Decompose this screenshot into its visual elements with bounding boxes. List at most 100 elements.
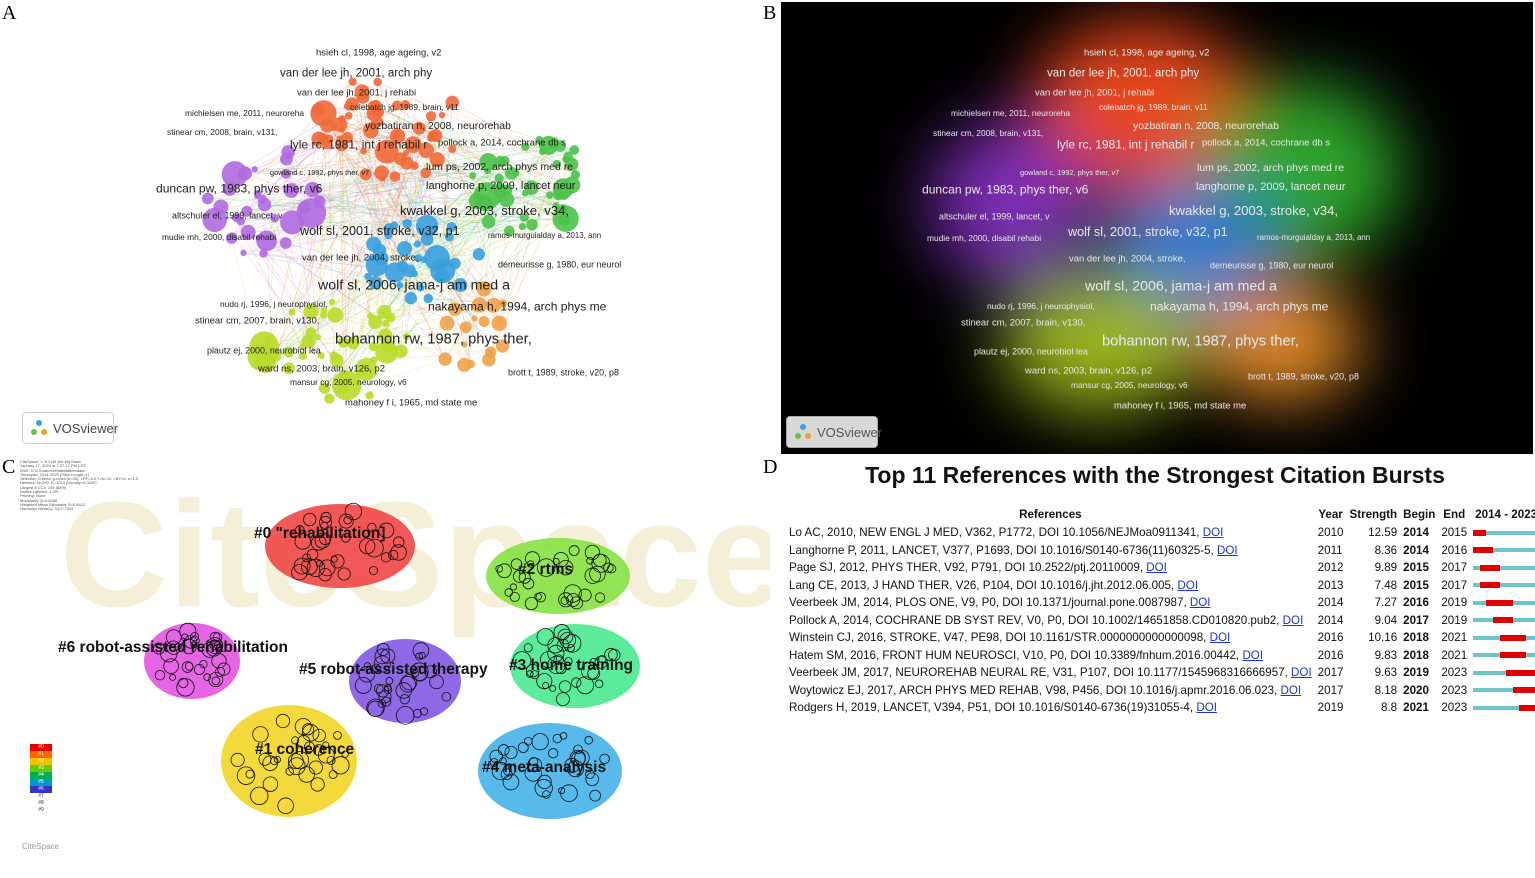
network-node	[280, 153, 293, 166]
density-label: bohannon rw, 1987, phys ther,	[1102, 334, 1299, 350]
burst-year: 2017	[1315, 664, 1347, 682]
burst-reference: Hatem SM, 2016, FRONT HUM NEUROSCI, V10,…	[786, 647, 1315, 665]
burst-span	[1519, 705, 1535, 711]
burst-timeline	[1470, 647, 1535, 665]
network-node-label: mahoney f i, 1965, md state me	[345, 398, 477, 409]
burst-baseline	[1473, 706, 1535, 710]
density-label: lyle rc, 1981, int j rehabil r	[1057, 138, 1194, 152]
burst-row: Lo AC, 2010, NEW ENGL J MED, V362, P1772…	[786, 524, 1535, 542]
network-node	[306, 327, 316, 337]
legend-swatch: #5	[30, 779, 52, 786]
burst-timeline	[1470, 629, 1535, 647]
burst-row: Lang CE, 2013, J HAND THER, V26, P104, D…	[786, 577, 1535, 595]
network-node	[382, 320, 389, 327]
burst-timeline	[1470, 542, 1535, 560]
legend-swatch: #8	[30, 800, 52, 807]
burst-span	[1493, 617, 1513, 623]
burst-year: 2011	[1315, 542, 1347, 560]
doi-link[interactable]: DOI	[1196, 701, 1217, 714]
doi-link[interactable]: DOI	[1190, 596, 1211, 609]
burst-baseline	[1473, 566, 1535, 570]
vosviewer-logo-text: VOSviewer	[53, 421, 118, 436]
network-node-label: wolf sl, 2006, jama-j am med a	[317, 277, 510, 293]
burst-span	[1473, 547, 1493, 553]
doi-link[interactable]: DOI	[1291, 666, 1312, 679]
burst-begin: 2018	[1400, 629, 1438, 647]
network-node	[424, 245, 450, 271]
density-label: kwakkel g, 2003, stroke, v34,	[1169, 203, 1338, 218]
cluster-blob	[265, 504, 415, 588]
doi-link[interactable]: DOI	[1203, 526, 1224, 539]
network-node	[315, 334, 321, 340]
legend-swatch: #9	[30, 807, 52, 814]
burst-strength: 9.04	[1346, 612, 1400, 630]
network-node	[405, 292, 417, 304]
density-label: mudie mh, 2000, disabil rehabi	[927, 233, 1041, 243]
network-node	[288, 309, 295, 316]
burst-begin: 2014	[1400, 524, 1438, 542]
network-node	[519, 223, 526, 230]
burst-baseline	[1473, 583, 1535, 587]
reference-text: Lang CE, 2013, J HAND THER, V26, P104, D…	[789, 579, 1177, 592]
network-node-label: hsieh cl, 1998, age ageing, v2	[316, 48, 441, 59]
network-node	[264, 335, 273, 344]
network-node-label: van der lee jh, 2001, j rehabi	[297, 88, 416, 99]
header-references: References	[786, 504, 1315, 524]
network-node-label: stinear cm, 2007, brain, v130,	[195, 316, 319, 327]
network-node	[238, 166, 252, 180]
doi-link[interactable]: DOI	[1280, 684, 1301, 697]
doi-link[interactable]: DOI	[1283, 614, 1304, 627]
doi-link[interactable]: DOI	[1217, 544, 1238, 557]
citespace-logo: CiteSpace	[22, 842, 59, 851]
burst-year: 2014	[1315, 594, 1347, 612]
network-node	[457, 358, 471, 372]
burst-begin: 2014	[1400, 542, 1438, 560]
burst-timeline	[1470, 594, 1535, 612]
legend-swatch: #0	[30, 744, 52, 751]
vosviewer-logo: VOSviewer	[22, 412, 114, 444]
burst-begin: 2017	[1400, 612, 1438, 630]
burst-baseline	[1473, 671, 1535, 675]
burst-span	[1513, 687, 1535, 693]
network-node	[438, 352, 451, 365]
density-label: mahoney f i, 1965, md state me	[1114, 401, 1246, 412]
network-node-label: ward ns, 2003, brain, v126, p2	[257, 364, 385, 375]
network-node-label: bohannon rw, 1987, phys ther,	[335, 332, 532, 348]
network-node-label: plautz ej, 2000, neurobiol lea	[207, 345, 321, 355]
burst-span	[1500, 635, 1526, 641]
cluster-2: #2 rtms	[486, 538, 630, 614]
network-node	[440, 316, 455, 331]
doi-link[interactable]: DOI	[1146, 561, 1167, 574]
network-node	[280, 237, 292, 249]
density-label: stinear cm, 2007, brain, v130,	[961, 318, 1085, 329]
density-label: gowland c, 1992, phys ther, v7	[1020, 168, 1119, 177]
burst-reference: Langhorne P, 2011, LANCET, V377, P1693, …	[786, 542, 1315, 560]
cluster-label: #0 "rehabilitation]	[254, 525, 385, 542]
burst-reference: Rodgers H, 2019, LANCET, V394, P51, DOI …	[786, 699, 1315, 717]
network-node	[497, 318, 503, 324]
network-node	[379, 175, 385, 181]
burst-reference: Veerbeek JM, 2017, NEUROREHAB NEURAL RE,…	[786, 664, 1315, 682]
header-end: End	[1438, 504, 1470, 524]
doi-link[interactable]: DOI	[1177, 579, 1198, 592]
doi-link[interactable]: DOI	[1242, 649, 1263, 662]
burst-reference: Woytowicz EJ, 2017, ARCH PHYS MED REHAB,…	[786, 682, 1315, 700]
density-label: pollock a, 2014, cochrane db s	[1202, 138, 1330, 149]
density-label: yozbatiran n, 2008, neurorehab	[1133, 120, 1279, 132]
network-node-label: ramos-murguialday a, 2013, ann	[488, 231, 601, 240]
network-node	[312, 104, 324, 116]
burst-year: 2013	[1315, 577, 1347, 595]
panel-label-b: B	[763, 2, 776, 25]
burst-row: Pollock A, 2014, COCHRANE DB SYST REV, V…	[786, 612, 1535, 630]
density-label: altschuler el, 1999, lancet, v	[939, 211, 1050, 221]
network-node-label: van der lee jh, 2004, stroke,	[302, 253, 418, 264]
density-label: demeurisse g, 1980, eur neurol	[1210, 260, 1333, 270]
density-label: nudo rj, 1996, j neurophysiol,	[987, 301, 1095, 311]
doi-link[interactable]: DOI	[1210, 631, 1231, 644]
network-node	[333, 117, 348, 132]
burst-strength: 8.36	[1346, 542, 1400, 560]
burst-year: 2016	[1315, 647, 1347, 665]
vosviewer-logo-dark: VOSviewer	[786, 416, 878, 448]
